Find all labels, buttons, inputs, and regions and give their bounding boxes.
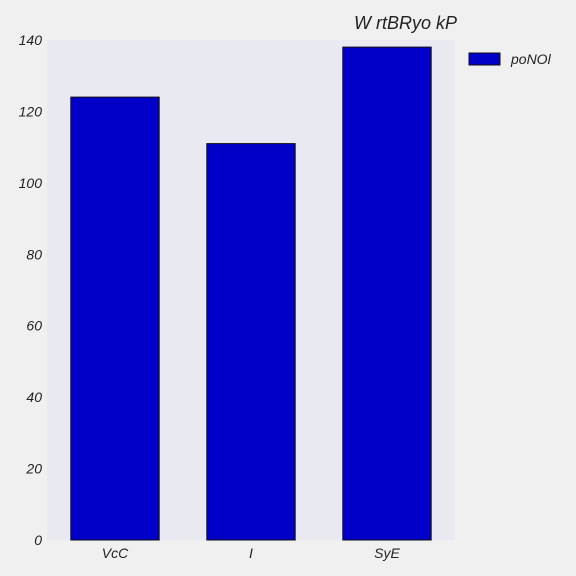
x-tick-label: VcC [102,545,129,561]
y-tick-label: 80 [26,246,42,262]
y-tick-label: 60 [26,318,42,334]
chart-title: W rtBRyo kP [354,13,457,33]
x-tick-label: I [249,545,253,561]
x-axis: VcC I SyE [102,545,401,561]
legend[interactable]: poNOl [468,51,552,67]
y-tick-label: 40 [26,389,42,405]
y-tick-label: 0 [34,532,42,548]
y-tick-label: 20 [25,461,42,477]
bar-i [206,143,296,541]
y-axis: 0 20 40 60 80 100 120 140 [19,32,43,548]
bar-vcc [70,96,160,541]
bar-sye [342,46,432,541]
y-tick-label: 120 [19,103,43,119]
legend-swatch [468,52,501,66]
x-tick-label: SyE [374,545,400,561]
y-tick-label: 140 [19,32,43,48]
bars-group [70,46,432,541]
y-tick-label: 100 [19,175,43,191]
legend-label: poNOl [510,51,552,67]
